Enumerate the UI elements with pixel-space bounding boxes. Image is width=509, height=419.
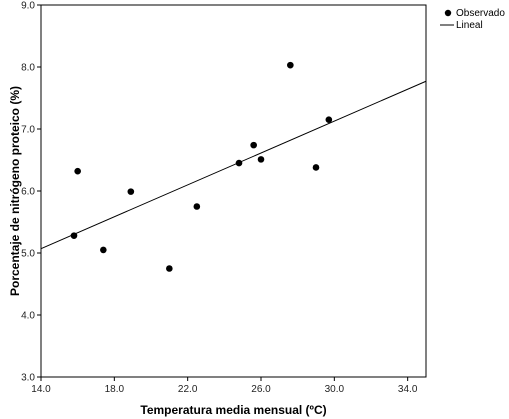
x-axis: 14.0 18.0 22.0 26.0 30.0 34.0 <box>31 377 418 395</box>
x-tick-label: 34.0 <box>398 384 418 395</box>
data-point <box>250 141 257 149</box>
data-point <box>235 159 243 167</box>
legend: Observado Lineal <box>440 8 505 31</box>
legend-label-lineal: Lineal <box>456 20 483 31</box>
legend-marker-observado <box>444 9 452 17</box>
points-layer <box>70 61 333 272</box>
data-point <box>127 188 135 195</box>
x-tick-label: 30.0 <box>325 384 345 395</box>
legend-label-observado: Observado <box>456 8 505 19</box>
data-point <box>100 246 107 254</box>
x-tick-label: 14.0 <box>31 384 51 395</box>
x-axis-title: Temperatura media mensual (ºC) <box>140 403 326 417</box>
fit-line-layer <box>40 80 427 250</box>
x-tick-label: 26.0 <box>251 384 271 395</box>
linear-fit-line <box>40 80 427 250</box>
y-tick-label: 7.0 <box>21 125 35 136</box>
data-point <box>287 61 294 69</box>
y-tick-label: 9.0 <box>21 1 35 12</box>
x-tick-label: 22.0 <box>178 384 198 395</box>
y-tick-label: 8.0 <box>21 63 35 74</box>
data-point <box>70 232 78 239</box>
y-tick-label: 5.0 <box>21 249 35 260</box>
data-point <box>166 265 173 272</box>
data-point <box>312 164 320 171</box>
x-tick-label: 18.0 <box>105 384 125 395</box>
data-point <box>74 167 81 175</box>
y-axis-title: Porcentaje de nitrógeno proteico (%) <box>8 86 22 296</box>
data-point <box>193 203 201 210</box>
data-point <box>325 116 333 123</box>
y-axis: 3.0 4.0 5.0 6.0 7.0 8.0 9.0 <box>21 1 41 384</box>
y-tick-label: 3.0 <box>21 373 35 384</box>
y-tick-label: 4.0 <box>21 311 35 322</box>
y-tick-label: 6.0 <box>21 187 35 198</box>
data-point <box>257 156 265 163</box>
plot-area <box>40 4 427 378</box>
